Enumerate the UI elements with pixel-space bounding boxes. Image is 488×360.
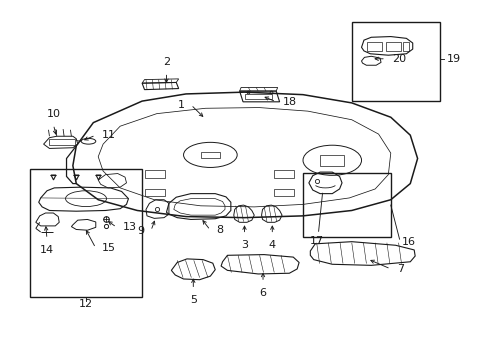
Text: 14: 14 <box>40 244 54 255</box>
Bar <box>273 189 294 196</box>
Text: 8: 8 <box>216 225 224 235</box>
Text: 15: 15 <box>102 243 116 253</box>
Bar <box>385 42 400 51</box>
Bar <box>30 169 142 297</box>
Text: 19: 19 <box>446 54 460 64</box>
Bar <box>144 189 164 196</box>
Text: 13: 13 <box>123 222 137 232</box>
Bar <box>351 22 439 101</box>
Bar <box>245 94 272 99</box>
Text: 5: 5 <box>189 295 196 305</box>
Bar <box>49 139 75 145</box>
Bar <box>303 173 390 237</box>
Text: 7: 7 <box>396 264 404 274</box>
Bar <box>273 170 294 178</box>
Text: 9: 9 <box>137 226 144 236</box>
Text: 16: 16 <box>401 237 415 247</box>
Text: 4: 4 <box>268 240 275 250</box>
Text: 10: 10 <box>46 109 60 119</box>
Text: 2: 2 <box>163 57 170 67</box>
Text: 20: 20 <box>391 54 406 64</box>
Bar <box>144 170 164 178</box>
Bar <box>320 155 344 166</box>
Text: 11: 11 <box>102 130 116 140</box>
Text: 17: 17 <box>309 235 323 246</box>
Bar <box>200 152 220 158</box>
Text: 6: 6 <box>259 288 266 298</box>
Bar <box>366 42 381 51</box>
Text: 3: 3 <box>241 240 247 250</box>
Text: 12: 12 <box>79 299 93 309</box>
Text: 1: 1 <box>177 100 184 110</box>
Bar <box>402 42 408 51</box>
Text: 18: 18 <box>282 97 296 107</box>
